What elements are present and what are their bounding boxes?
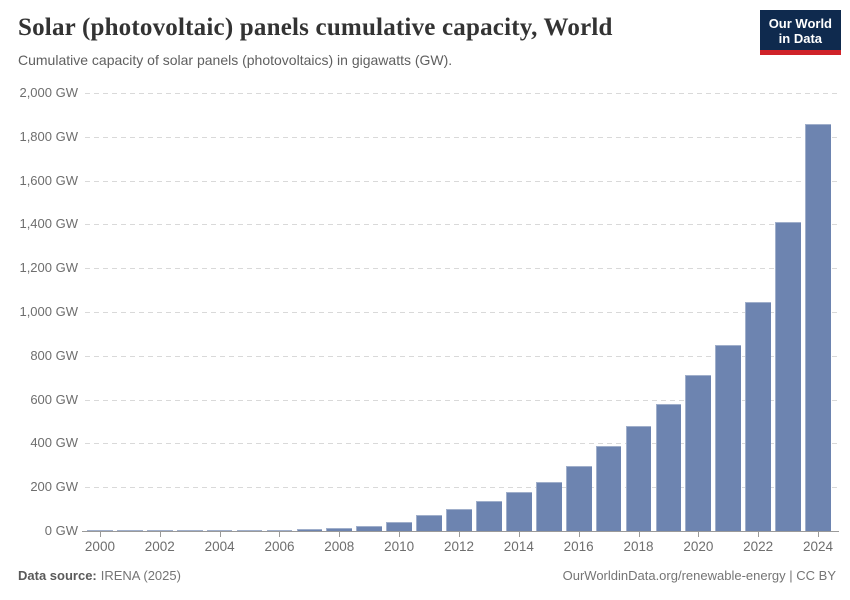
data-source-value: IRENA (2025) xyxy=(100,568,181,583)
gridline-1600 xyxy=(85,180,839,182)
x-tick-2002 xyxy=(159,532,161,537)
x-axis-label-2018: 2018 xyxy=(623,539,654,554)
gridline-1000 xyxy=(85,312,839,313)
credit-link[interactable]: OurWorldinData.org/renewable-energy xyxy=(562,568,786,583)
x-axis-label-2010: 2010 xyxy=(384,539,415,554)
gridline-800 xyxy=(85,355,839,357)
bar-2003[interactable] xyxy=(176,530,203,531)
y-axis-label-1400: 1,400 GW xyxy=(19,216,78,232)
bar-2023[interactable] xyxy=(775,222,801,531)
x-axis-line xyxy=(82,531,839,532)
credit: OurWorldinData.org/renewable-energy | CC… xyxy=(563,568,836,583)
data-source-label: Data source: xyxy=(18,568,97,583)
credit-separator: | xyxy=(785,568,797,583)
x-axis-label-2022: 2022 xyxy=(743,539,774,554)
owid-logo[interactable]: Our World in Data xyxy=(759,10,841,55)
bar-2013[interactable] xyxy=(476,501,502,531)
y-axis-label-1000: 1,000 GW xyxy=(19,304,78,319)
x-axis-label-2014: 2014 xyxy=(503,539,534,554)
gridline-200 xyxy=(85,487,839,489)
y-axis-label-2000: 2,000 GW xyxy=(19,85,78,100)
x-axis-label-2006: 2006 xyxy=(264,539,295,554)
gridline-2000 xyxy=(85,93,839,94)
x-axis-label-2004: 2004 xyxy=(204,539,235,554)
bar-2014[interactable] xyxy=(505,492,532,531)
x-tick-2020 xyxy=(698,532,700,537)
x-tick-2006 xyxy=(279,532,281,537)
gridline-400 xyxy=(85,443,839,445)
bar-2000[interactable] xyxy=(87,530,113,531)
gridline-1200 xyxy=(85,268,839,270)
x-tick-2012 xyxy=(459,532,460,537)
bar-2004[interactable] xyxy=(206,530,233,531)
x-tick-2022 xyxy=(758,532,760,537)
bar-2016[interactable] xyxy=(565,466,592,531)
y-axis-label-200: 200 GW xyxy=(30,479,78,495)
bar-2002[interactable] xyxy=(146,530,173,531)
bar-2020[interactable] xyxy=(685,375,712,531)
bar-2022[interactable] xyxy=(745,301,772,531)
bar-2015[interactable] xyxy=(535,482,562,531)
gridline-1800 xyxy=(85,136,839,138)
x-axis-label-2008: 2008 xyxy=(324,539,355,554)
bar-2009[interactable] xyxy=(356,525,383,531)
x-tick-2016 xyxy=(578,532,580,537)
x-axis-label-2024: 2024 xyxy=(803,539,834,554)
x-tick-2008 xyxy=(339,532,341,537)
bar-2011[interactable] xyxy=(416,515,442,531)
x-tick-2004 xyxy=(219,532,221,537)
y-axis-label-400: 400 GW xyxy=(30,435,78,451)
y-axis-label-1800: 1,800 GW xyxy=(19,128,78,144)
chart-subtitle: Cumulative capacity of solar panels (pho… xyxy=(18,52,453,68)
y-axis-label-1600: 1,600 GW xyxy=(19,172,78,188)
bar-2024[interactable] xyxy=(805,123,831,531)
x-axis-label-2000: 2000 xyxy=(84,539,115,554)
data-source: Data source: IRENA (2025) xyxy=(18,568,181,583)
y-axis-label-1200: 1,200 GW xyxy=(19,260,78,276)
x-axis-label-2002: 2002 xyxy=(144,539,175,554)
x-tick-2014 xyxy=(518,532,520,537)
x-tick-2000 xyxy=(99,532,101,537)
credit-license: CC BY xyxy=(796,568,836,583)
bar-2017[interactable] xyxy=(595,445,622,531)
page-title: Solar (photovoltaic) panels cumulative c… xyxy=(18,14,613,41)
bar-2007[interactable] xyxy=(296,529,323,531)
x-axis-label-2012: 2012 xyxy=(443,539,475,554)
bar-2019[interactable] xyxy=(655,403,682,531)
x-tick-2018 xyxy=(638,532,640,537)
bar-2010[interactable] xyxy=(386,522,412,531)
x-axis-label-2020: 2020 xyxy=(683,539,714,554)
x-tick-2024 xyxy=(818,532,820,537)
owid-logo-line2: in Data xyxy=(778,31,823,46)
gridline-600 xyxy=(85,399,839,401)
bar-2006[interactable] xyxy=(266,529,293,531)
gridline-1400 xyxy=(85,224,839,226)
owid-logo-line1: Our World xyxy=(768,16,832,31)
bar-2005[interactable] xyxy=(236,529,263,531)
bar-2012[interactable] xyxy=(446,508,472,531)
bar-2008[interactable] xyxy=(326,527,353,531)
x-tick-2010 xyxy=(399,532,401,537)
bar-2018[interactable] xyxy=(625,425,652,531)
bar-2001[interactable] xyxy=(117,530,143,531)
bar-2021[interactable] xyxy=(715,344,742,531)
x-axis-label-2016: 2016 xyxy=(563,539,594,554)
y-axis-label-600: 600 GW xyxy=(30,391,78,407)
y-axis-label-0: 0 GW xyxy=(44,523,78,538)
y-axis-label-800: 800 GW xyxy=(30,347,78,363)
